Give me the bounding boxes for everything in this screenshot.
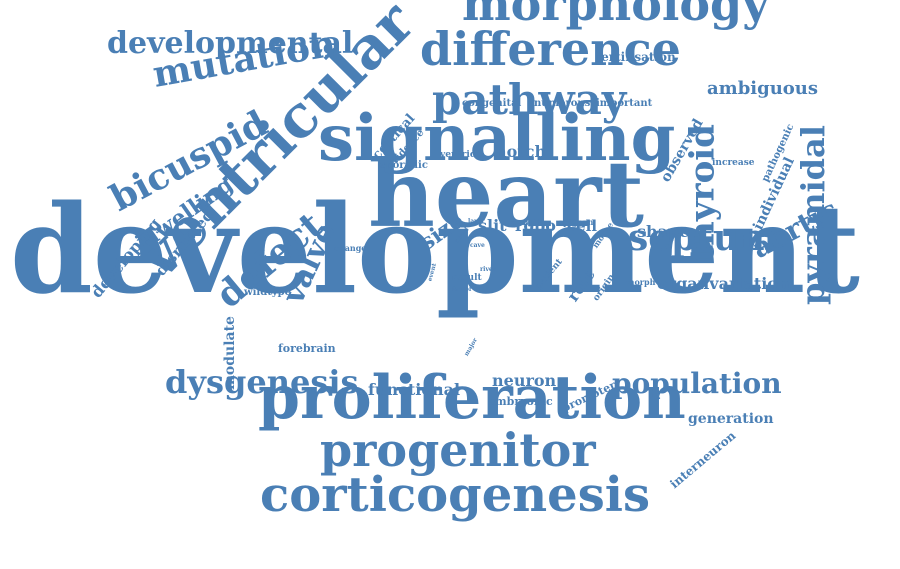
word-cave: cave — [470, 243, 485, 249]
word-sporadic: sporadic — [380, 161, 428, 171]
word-forebrain: forebrain — [278, 343, 336, 354]
word-morph: morph — [626, 278, 655, 286]
word-important: important — [596, 99, 652, 109]
word-neuron: neuron — [492, 373, 556, 389]
word-dysgenesis: dysgenesis — [165, 366, 359, 398]
word-organvariation: organvariation — [657, 276, 790, 292]
word-shape: shape — [637, 224, 689, 240]
word-change: change — [334, 244, 366, 252]
word-notch: notch — [495, 144, 546, 160]
word-corticogenesis: corticogenesis — [260, 471, 650, 519]
word-layer: layer — [468, 219, 485, 225]
word-modulate: modulate — [223, 316, 237, 390]
word-generation: generation — [688, 412, 774, 426]
word-numerous: numerous — [534, 99, 590, 109]
word-river: river — [480, 267, 496, 273]
word-progenitor: progenitor — [320, 427, 596, 473]
word-embryonic: embryonic — [488, 396, 553, 407]
word-functional: functional — [368, 382, 460, 398]
word-ventricle: ventricle — [440, 151, 484, 160]
word-interneuron: interneuron — [668, 429, 738, 490]
word-factor: factor — [452, 287, 472, 293]
word-ambiguous: ambiguous — [707, 80, 818, 98]
word-epigean: epigean — [558, 218, 593, 226]
word-result: result — [452, 274, 482, 283]
word-major: major — [464, 338, 479, 358]
word-wildtype: wildtype — [244, 288, 291, 298]
word-congenital: congenital — [462, 99, 521, 109]
word-increase: increase — [712, 159, 755, 168]
word-fertilisation: fertilisation — [596, 51, 676, 63]
word-population: population — [612, 370, 782, 398]
word-family: family — [508, 219, 532, 226]
